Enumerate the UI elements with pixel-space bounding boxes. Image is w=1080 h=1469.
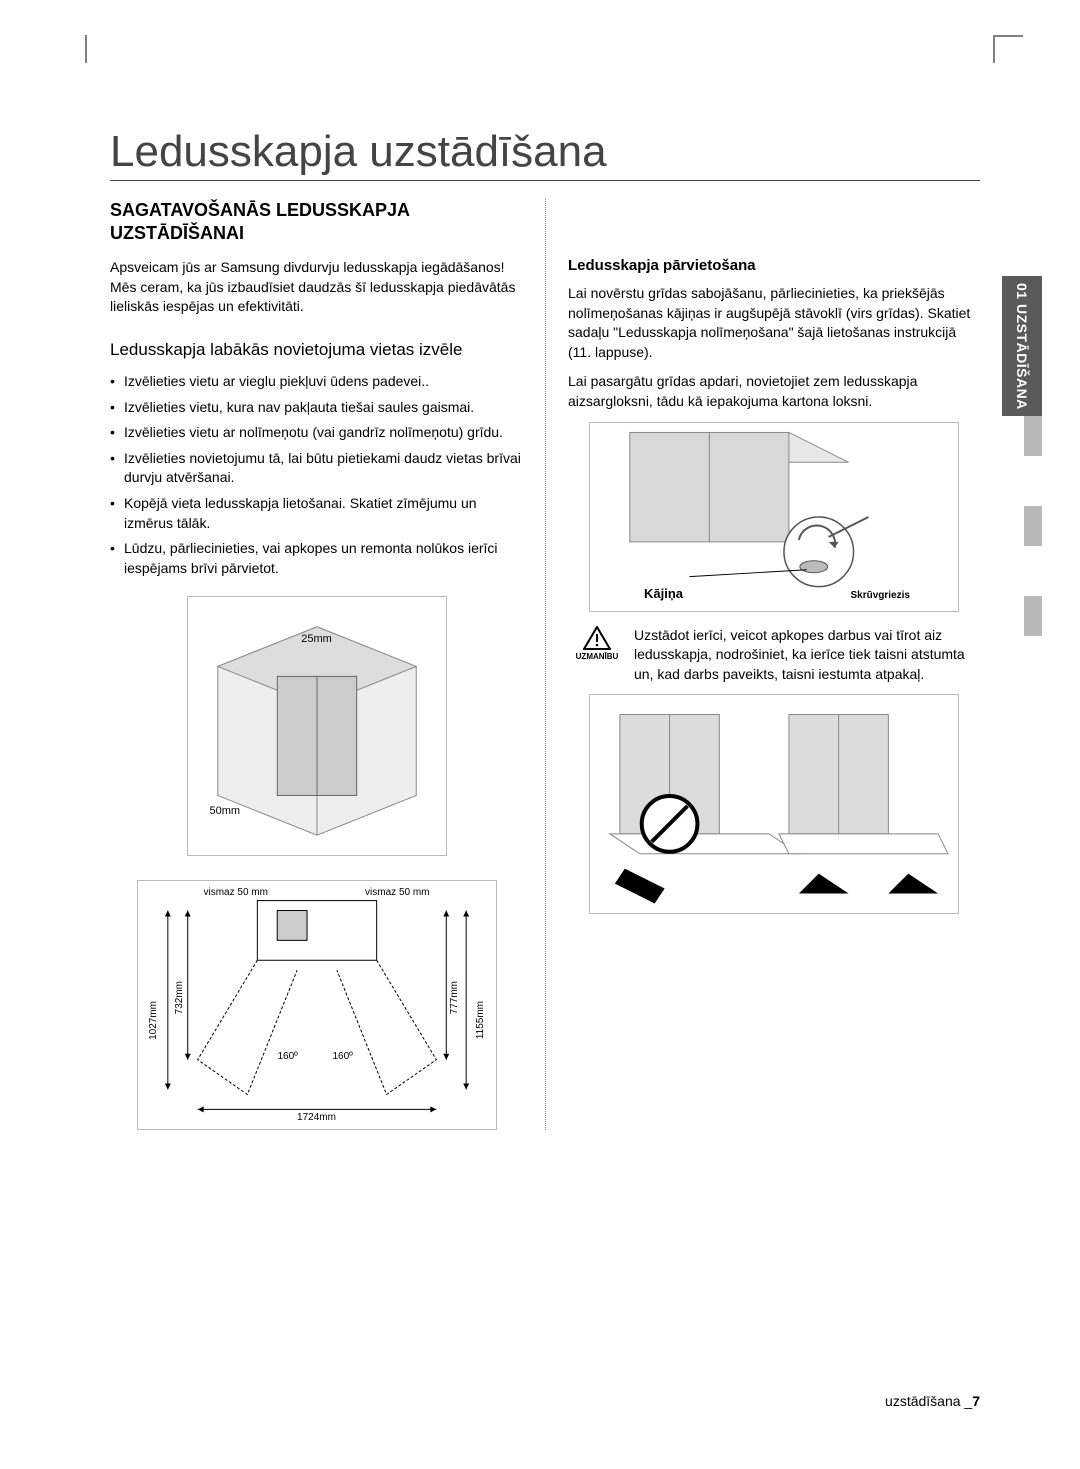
dimension-label: 1724mm xyxy=(297,1112,336,1123)
left-column: SAGATAVOŠANĀS LEDUSSKAPJA UZSTĀDĪŠANAI A… xyxy=(110,199,545,1130)
intro-paragraph: Apsveicam jūs ar Samsung divdurvju ledus… xyxy=(110,258,523,317)
list-item: Kopējā vieta ledusskapja lietošanai. Ska… xyxy=(110,494,523,533)
page-title: Ledusskapja uzstādīšana xyxy=(110,130,980,181)
side-tab-inactive xyxy=(1024,416,1042,456)
screwdriver-label: Skrūvgriezis xyxy=(851,590,910,601)
dimension-label: vismaz 50 mm xyxy=(365,887,429,898)
paragraph: Lai novērstu grīdas sabojāšanu, pārlieci… xyxy=(568,284,980,362)
side-tab-inactive xyxy=(1024,506,1042,546)
dimension-label: 732mm xyxy=(174,981,185,1014)
footer-text: uzstādīšana _ xyxy=(885,1393,972,1409)
page-footer: uzstādīšana _7 xyxy=(885,1393,980,1409)
figure-topview-dimensions: vismaz 50 mm vismaz 50 mm 1027mm 732mm 7… xyxy=(137,880,497,1130)
warning-icon xyxy=(583,626,611,650)
dimension-label: 50mm xyxy=(210,805,241,817)
side-tab-active: 01 UZSTĀDĪŠANA xyxy=(1002,276,1042,416)
list-item: Izvēlieties vietu ar nolīmeņotu (vai gan… xyxy=(110,423,523,443)
dimension-label: 160º xyxy=(333,1051,353,1062)
dimension-label: 160º xyxy=(278,1051,298,1062)
figure-clearance-3d: 25mm 50mm xyxy=(187,596,447,856)
footer-page-number: 7 xyxy=(972,1393,980,1409)
page-container: Ledusskapja uzstādīšana SAGATAVOŠANĀS LE… xyxy=(0,0,1080,1190)
dimension-label: 1155mm xyxy=(475,1001,486,1039)
right-column: Ledusskapja pārvietošana Lai novērstu gr… xyxy=(545,199,980,1130)
dimension-label: 1027mm xyxy=(148,1001,159,1040)
caution-block: UZMANĪBU Uzstādot ierīci, veicot apkopes… xyxy=(568,626,980,685)
moving-subheading: Ledusskapja pārvietošana xyxy=(568,257,980,274)
caution-label: UZMANĪBU xyxy=(576,652,619,661)
location-subheading: Ledusskapja labākās novietojuma vietas i… xyxy=(110,339,523,360)
list-item: Izvēlieties vietu ar vieglu piekļuvi ūde… xyxy=(110,372,523,392)
side-tab: 01 UZSTĀDĪŠANA xyxy=(1002,276,1042,626)
leg-label: Kājiņa xyxy=(644,586,683,601)
dimension-label: 25mm xyxy=(301,633,332,645)
dimension-label: 777mm xyxy=(449,981,460,1014)
section-heading: SAGATAVOŠANĀS LEDUSSKAPJA UZSTĀDĪŠANAI xyxy=(110,199,523,244)
paragraph: Lai pasargātu grīdas apdari, novietojiet… xyxy=(568,372,980,411)
list-item: Lūdzu, pārliecinieties, vai apkopes un r… xyxy=(110,539,523,578)
caution-text: Uzstādot ierīci, veicot apkopes darbus v… xyxy=(634,626,980,685)
bullet-list: Izvēlieties vietu ar vieglu piekļuvi ūde… xyxy=(110,372,523,578)
dimension-label: vismaz 50 mm xyxy=(204,887,268,898)
two-column-layout: SAGATAVOŠANĀS LEDUSSKAPJA UZSTĀDĪŠANAI A… xyxy=(110,199,980,1130)
side-tab-inactive xyxy=(1024,596,1042,636)
list-item: Izvēlieties vietu, kura nav pakļauta tie… xyxy=(110,398,523,418)
figure-push-direction xyxy=(589,694,959,914)
list-item: Izvēlieties novietojumu tā, lai būtu pie… xyxy=(110,449,523,488)
figure-leg-adjustment: Kājiņa Skrūvgriezis xyxy=(589,422,959,612)
